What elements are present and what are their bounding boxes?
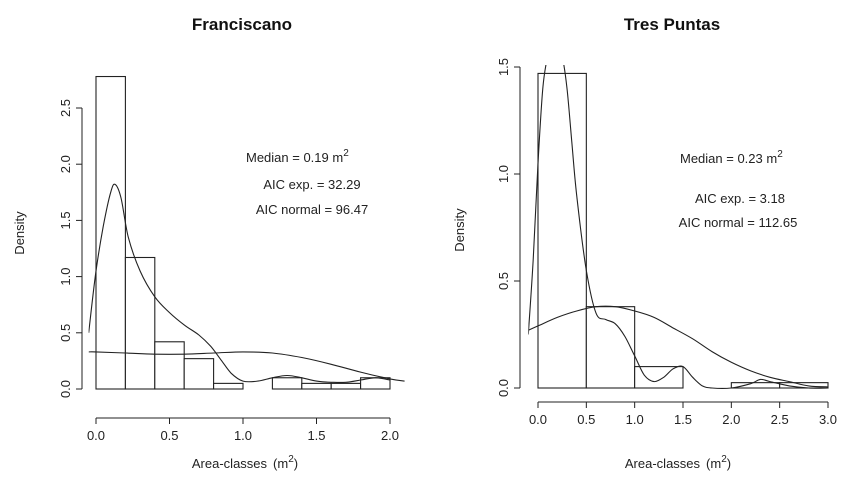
x-tick-label: 2.5 xyxy=(771,412,789,427)
y-tick-label: 2.5 xyxy=(58,99,73,117)
histogram-bar xyxy=(183,358,215,390)
histogram-bar xyxy=(301,382,332,390)
x-axis-title-label: Area-classes xyxy=(625,456,701,471)
y-tick-label: 1.5 xyxy=(58,211,73,229)
histogram-bars xyxy=(537,72,829,389)
y-tick-label: 1.0 xyxy=(58,268,73,286)
y-tick-label: 1.0 xyxy=(496,165,511,183)
panel-tres-puntas: Tres Puntas 0.0 0.5 1.0 1.5 2.0 2.5 3.0 0.0 0.5 1… xyxy=(452,15,837,471)
y-tick-label: 0.5 xyxy=(58,324,73,342)
x-tick-label: 1.0 xyxy=(626,412,644,427)
median-annotation: Median = 0.23 m2 xyxy=(680,149,783,166)
x-axis-title-close: ) xyxy=(294,456,298,471)
median-text: Median = 0.19 m xyxy=(246,150,343,165)
x-tick-label: 2.0 xyxy=(381,428,399,443)
x-tick-label: 0.5 xyxy=(160,428,178,443)
density-curves xyxy=(88,183,405,384)
median-sup: 2 xyxy=(343,148,349,159)
x-axis-title-sup: 2 xyxy=(288,454,294,465)
y-tick-label: 0.0 xyxy=(58,380,73,398)
aic-exp-annotation: AIC exp. = 3.18 xyxy=(695,191,785,206)
histogram-bar xyxy=(124,256,156,390)
normal-fit-curve xyxy=(528,305,829,388)
x-tick-label: 1.5 xyxy=(674,412,692,427)
x-tick-label: 1.5 xyxy=(307,428,325,443)
x-tick-label: 0.0 xyxy=(87,428,105,443)
x-axis-title-sup: 2 xyxy=(721,454,727,465)
x-axis-title-close: ) xyxy=(727,456,731,471)
chart-title: Franciscano xyxy=(192,15,292,34)
x-axis-title: Area-classes (m2) xyxy=(625,454,731,471)
histogram-bar xyxy=(634,366,684,389)
axes: 0.0 0.5 1.0 1.5 2.0 0.0 0.5 1.0 1.5 2.0 2.5 xyxy=(58,99,399,443)
histogram-bars xyxy=(95,75,391,390)
histogram-bar xyxy=(154,341,185,390)
x-axis-title-unit: (m xyxy=(273,456,288,471)
histogram-bar xyxy=(213,382,244,390)
y-tick-label: 2.0 xyxy=(58,155,73,173)
x-tick-label: 3.0 xyxy=(819,412,837,427)
normal-fit-curve xyxy=(88,351,405,382)
y-tick-label: 0.5 xyxy=(496,272,511,290)
axes: 0.0 0.5 1.0 1.5 2.0 2.5 3.0 0.0 0.5 1.0 1.5 xyxy=(496,58,837,427)
histogram-bar xyxy=(585,306,636,389)
y-tick-label: 0.0 xyxy=(496,379,511,397)
aic-normal-annotation: AIC normal = 112.65 xyxy=(679,215,798,230)
x-tick-label: 0.5 xyxy=(577,412,595,427)
histogram-bar xyxy=(537,72,587,389)
aic-exp-annotation: AIC exp. = 32.29 xyxy=(263,177,360,192)
x-axis-title: Area-classes (m2) xyxy=(192,454,298,471)
histogram-bar xyxy=(95,75,126,390)
x-tick-label: 1.0 xyxy=(234,428,252,443)
y-tick-label: 1.5 xyxy=(496,58,511,76)
y-axis-title: Density xyxy=(452,208,467,252)
median-sup: 2 xyxy=(777,149,783,160)
median-annotation: Median = 0.19 m2 xyxy=(246,148,349,165)
kernel-density-curve xyxy=(528,65,829,389)
x-tick-label: 0.0 xyxy=(529,412,547,427)
panel-franciscano: Franciscano 0.0 0.5 1.0 1.5 2.0 0.0 0.5 1.0 1.5 2… xyxy=(12,15,405,471)
x-tick-label: 2.0 xyxy=(722,412,740,427)
histogram-bar xyxy=(330,382,362,390)
histogram-bar xyxy=(271,377,303,390)
median-text: Median = 0.23 m xyxy=(680,151,777,166)
x-axis-title-label: Area-classes xyxy=(192,456,268,471)
density-curves xyxy=(528,65,829,389)
aic-normal-annotation: AIC normal = 96.47 xyxy=(256,202,368,217)
x-axis-title-unit: (m xyxy=(706,456,721,471)
chart-title: Tres Puntas xyxy=(624,15,720,34)
y-axis-title: Density xyxy=(12,211,27,255)
